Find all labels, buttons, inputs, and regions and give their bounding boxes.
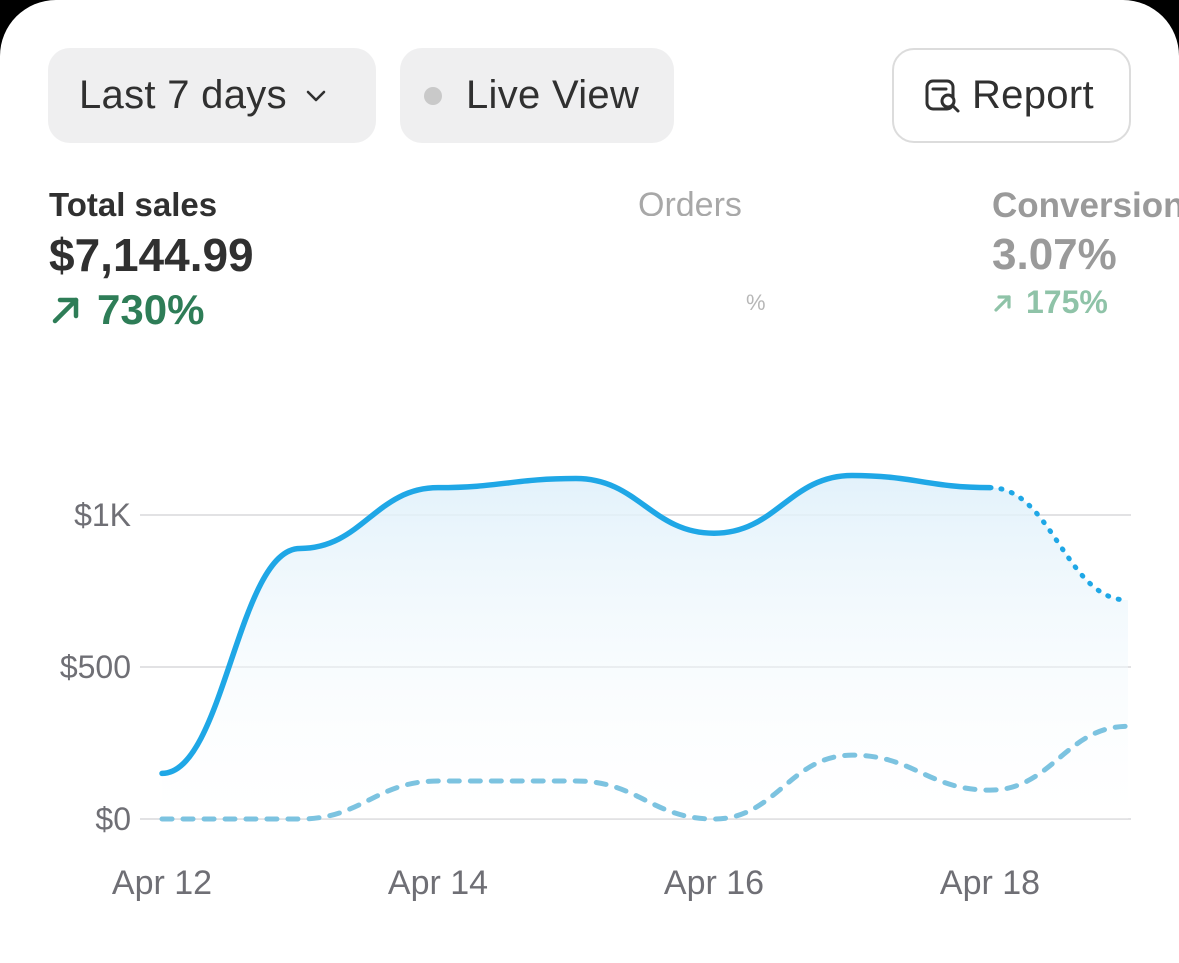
metric-delta-value: 730% [97, 286, 205, 333]
date-range-button[interactable]: Last 7 days [48, 48, 376, 143]
live-view-label: Live View [466, 73, 640, 117]
status-dot-icon [424, 86, 442, 105]
metric-value: 3.07% [992, 230, 1117, 279]
y-tick-label: $500 [60, 649, 131, 685]
report-search-icon [925, 79, 960, 112]
y-tick-label: $0 [95, 801, 131, 837]
y-tick-label: $1K [74, 497, 131, 533]
metric-delta-value: 175% [1026, 284, 1108, 320]
metric-label: Orders [638, 186, 742, 216]
report-button[interactable]: Report [892, 48, 1131, 143]
live-view-button[interactable]: Live View [400, 48, 674, 143]
metric-label: Total sales [49, 186, 218, 223]
arrow-up-right-icon [52, 297, 79, 324]
date-range-label: Last 7 days [79, 73, 287, 117]
series-area-fill [162, 475, 1128, 819]
metric-conversion[interactable]: Conversion 3.07% 175% [992, 186, 1179, 321]
x-tick-label: Apr 12 [112, 864, 212, 902]
series-line-current-projection [987, 485, 1131, 603]
x-tick-label: Apr 18 [940, 864, 1040, 902]
chevron-down-icon [306, 90, 326, 101]
series-line-previous [159, 723, 1131, 822]
arrow-up-right-icon [994, 294, 1011, 312]
x-tick-label: Apr 16 [664, 864, 764, 902]
metric-delta: 730% [49, 286, 254, 334]
x-tick-label: Apr 14 [388, 864, 488, 902]
metric-delta: 175% [992, 284, 1179, 321]
sales-line-chart: $0 $500 $1K Apr 12 Apr 14 Apr 16 Apr 18 [60, 472, 1131, 902]
metric-delta-ghost: % [746, 290, 766, 315]
metric-total-sales[interactable]: Total sales $7,144.99 730% [49, 186, 254, 334]
report-label: Report [972, 73, 1094, 117]
series-line-current [159, 472, 993, 777]
metric-value: $7,144.99 [49, 229, 254, 281]
metric-label: Conversion [992, 186, 1179, 225]
metric-orders[interactable]: Orders % [638, 186, 766, 315]
